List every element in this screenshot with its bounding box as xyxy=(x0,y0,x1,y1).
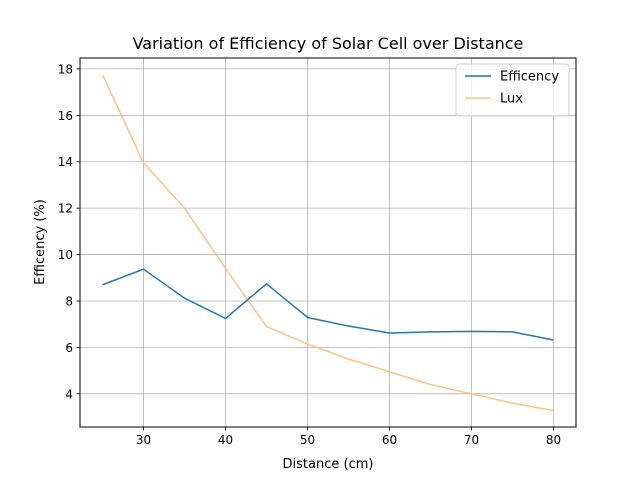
legend: Efficency Lux xyxy=(455,63,570,117)
x-tick-label: 30 xyxy=(136,433,151,447)
x-tick-label: 40 xyxy=(218,433,233,447)
x-axis-ticks: 30 40 50 60 70 80 xyxy=(136,427,561,447)
legend-label-lux: Lux xyxy=(500,92,523,107)
series-line-efficency xyxy=(102,268,554,341)
x-tick-label: 50 xyxy=(300,433,315,447)
y-tick-label: 6 xyxy=(65,341,73,355)
y-tick-label: 12 xyxy=(58,202,73,216)
y-axis-ticks: 4 6 8 10 12 14 16 18 xyxy=(58,62,80,401)
x-tick-label: 60 xyxy=(382,433,397,447)
x-tick-label: 70 xyxy=(464,433,479,447)
x-axis-label: Distance (cm) xyxy=(283,457,374,472)
y-tick-label: 14 xyxy=(58,155,73,169)
chart-title: Variation of Efficiency of Solar Cell ov… xyxy=(133,34,524,53)
plot-frame xyxy=(79,57,577,428)
series-line-lux xyxy=(101,74,554,412)
y-tick-label: 4 xyxy=(65,387,73,401)
y-tick-label: 8 xyxy=(65,294,73,308)
legend-box xyxy=(455,63,570,117)
legend-label-efficency: Efficency xyxy=(500,70,559,85)
y-tick-label: 10 xyxy=(58,248,73,262)
series-lines xyxy=(101,74,554,412)
x-tick-label: 80 xyxy=(546,433,561,447)
y-tick-label: 18 xyxy=(58,62,73,76)
grid xyxy=(80,58,576,427)
y-axis-label: Efficency (%) xyxy=(33,199,48,285)
y-tick-label: 16 xyxy=(58,109,73,123)
